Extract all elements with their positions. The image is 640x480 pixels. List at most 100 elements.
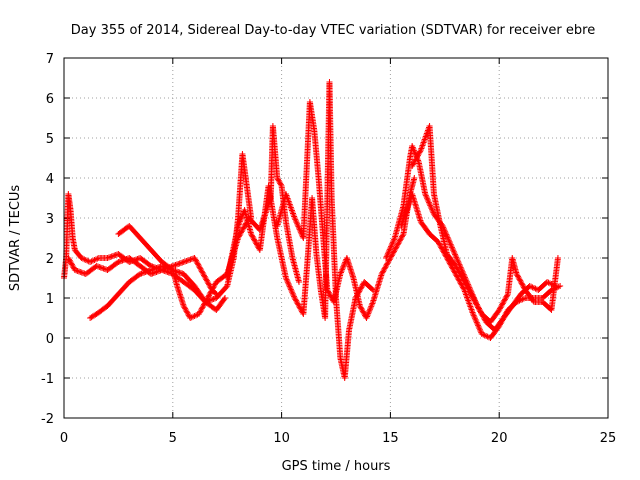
data-point <box>496 321 503 328</box>
data-point <box>415 151 422 157</box>
data-point <box>367 304 374 311</box>
data-point <box>201 300 208 307</box>
data-point <box>366 307 373 314</box>
data-point <box>222 295 229 301</box>
data-point <box>503 293 510 300</box>
data-point <box>459 275 466 281</box>
data-point <box>195 311 202 317</box>
data-point <box>424 195 431 202</box>
data-point <box>185 311 192 317</box>
data-point <box>78 255 85 261</box>
data-point <box>363 315 370 321</box>
data-point <box>481 332 488 339</box>
data-point <box>469 293 476 300</box>
y-tick-label: 4 <box>46 172 54 187</box>
data-point <box>476 325 483 332</box>
data-point <box>235 221 242 228</box>
data-point <box>472 316 479 323</box>
data-point <box>519 296 526 303</box>
data-point <box>368 303 375 310</box>
data-point <box>442 230 449 237</box>
data-point <box>554 284 561 291</box>
data-point <box>359 307 366 313</box>
data-point <box>65 255 72 261</box>
data-point <box>210 284 217 291</box>
data-point <box>471 313 478 320</box>
data-point <box>423 193 430 200</box>
data-point <box>383 261 390 268</box>
data-point <box>286 283 293 290</box>
y-tick-label: 5 <box>46 132 54 147</box>
data-point <box>451 250 458 257</box>
data-point <box>399 232 406 239</box>
data-point <box>340 263 347 270</box>
data-point <box>477 308 484 315</box>
data-point <box>502 312 509 319</box>
data-point <box>519 281 526 288</box>
data-point <box>470 312 477 319</box>
data-point <box>449 245 456 252</box>
data-point <box>475 305 482 312</box>
y-axis-label: SDTVAR / TECUs <box>8 185 23 292</box>
data-point <box>465 285 472 292</box>
data-point <box>468 292 475 299</box>
data-point <box>526 283 533 289</box>
data-point <box>424 196 431 203</box>
data-point <box>513 299 520 305</box>
data-point <box>388 242 395 249</box>
data-point <box>391 236 398 243</box>
data-point <box>191 255 198 261</box>
data-point <box>457 272 464 279</box>
data-point <box>483 333 490 339</box>
data-point <box>289 290 296 297</box>
y-tick-label: 2 <box>46 252 54 267</box>
data-point <box>475 322 482 329</box>
data-point <box>235 223 242 229</box>
data-point <box>292 216 299 223</box>
data-point <box>146 262 153 269</box>
data-point <box>388 243 395 250</box>
data-point <box>294 222 301 229</box>
data-point <box>435 240 442 247</box>
data-point <box>450 248 457 255</box>
data-point <box>198 267 205 273</box>
chart-title: Day 355 of 2014, Sidereal Day-to-day VTE… <box>71 23 595 38</box>
data-point <box>295 223 302 230</box>
data-point <box>203 296 210 303</box>
data-point <box>66 257 73 264</box>
data-point <box>200 271 207 277</box>
data-point <box>193 257 200 264</box>
series-track-f <box>274 99 418 321</box>
y-tick-label: 7 <box>46 52 54 67</box>
data-point <box>383 253 390 260</box>
data-point <box>187 315 194 321</box>
data-point <box>223 284 230 291</box>
data-point <box>378 271 385 277</box>
data-point <box>517 277 524 284</box>
data-point <box>380 267 387 273</box>
data-point <box>380 268 387 275</box>
data-point <box>396 239 403 245</box>
data-point <box>282 275 289 281</box>
data-point <box>480 331 487 338</box>
data-point <box>287 285 294 291</box>
data-point <box>410 145 417 152</box>
data-point <box>364 313 371 320</box>
data-point <box>288 287 295 294</box>
data-point <box>337 269 344 276</box>
data-point <box>496 305 503 312</box>
data-point <box>465 287 472 293</box>
data-point <box>459 276 466 283</box>
data-point <box>399 233 406 240</box>
data-point <box>199 304 206 311</box>
data-point <box>438 245 445 252</box>
data-point <box>557 283 564 289</box>
data-point <box>339 266 346 273</box>
data-point <box>443 233 450 239</box>
data-point <box>277 180 284 187</box>
data-point <box>501 313 508 320</box>
data-point <box>69 263 76 269</box>
data-point <box>211 281 218 288</box>
data-point <box>291 215 298 221</box>
y-tick-label: 1 <box>46 292 54 307</box>
